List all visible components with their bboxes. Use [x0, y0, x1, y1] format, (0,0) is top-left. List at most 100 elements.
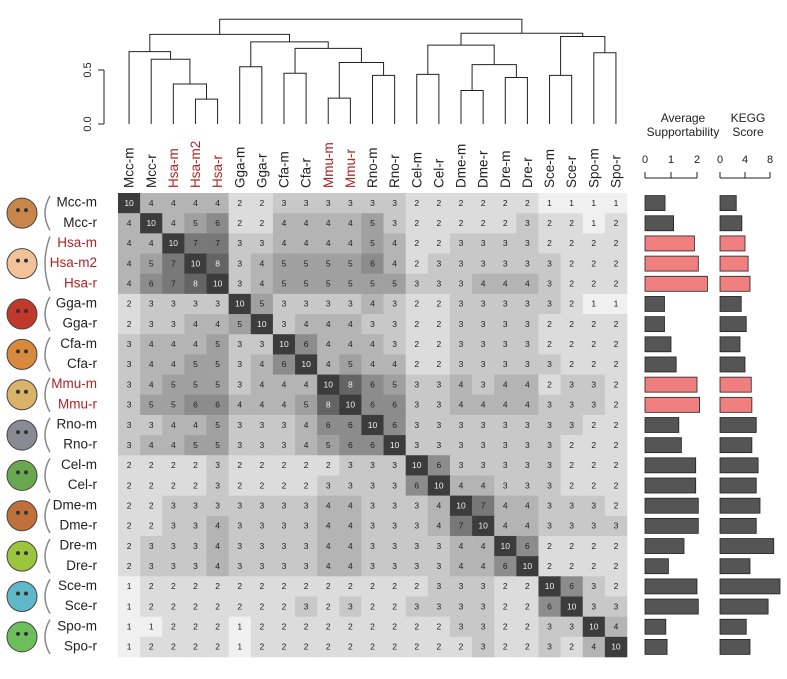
heatmap-cell [295, 374, 318, 396]
heatmap-cell [560, 535, 584, 557]
heatmap-cell [118, 314, 141, 335]
heatmap-cell [494, 253, 517, 274]
cell-value: 3 [503, 359, 508, 369]
species-icon [6, 580, 38, 612]
cell-value: 2 [437, 621, 442, 631]
cell-value: 7 [481, 500, 486, 510]
cell-value: 2 [591, 339, 596, 349]
heatmap-cell [538, 556, 561, 577]
heatmap-cell [295, 334, 318, 355]
heatmap-cell [272, 636, 296, 658]
heatmap-cell [604, 354, 628, 375]
cell-value: 2 [237, 601, 242, 611]
cell-value: 2 [459, 218, 464, 228]
cell-value: 1 [614, 198, 619, 208]
heatmap-cell [162, 435, 185, 456]
cell-value: 3 [348, 601, 353, 611]
heatmap-cell [383, 455, 406, 476]
cell-value: 2 [569, 541, 574, 551]
heatmap-cell [405, 233, 429, 254]
cell-value: 3 [215, 460, 220, 470]
heatmap-cell [140, 273, 163, 295]
heatmap-cell [118, 556, 141, 577]
heatmap-cell [206, 475, 229, 496]
heatmap-cell [272, 435, 296, 456]
heatmap-cell [494, 273, 517, 295]
cell-value: 6 [370, 400, 375, 410]
cell-value: 10 [589, 621, 599, 631]
heatmap-cell [494, 414, 517, 436]
cell-value: 3 [437, 420, 442, 430]
cell-value: 3 [370, 319, 375, 329]
heatmap-cell [449, 535, 473, 557]
cell-value: 2 [127, 480, 132, 490]
heatmap-cell [472, 535, 495, 557]
cell-value: 2 [326, 642, 331, 652]
heatmap-cell [317, 475, 340, 496]
cell-value: 3 [392, 339, 397, 349]
cell-value: 3 [459, 258, 464, 268]
cell-value: 4 [326, 238, 331, 248]
heatmap-cell [272, 314, 296, 335]
heatmap-cell [604, 213, 628, 234]
cell-value: 3 [282, 299, 287, 309]
cell-value: 3 [370, 460, 375, 470]
heatmap-cell [405, 495, 429, 517]
heatmap-cell [383, 435, 406, 456]
cell-value: 4 [481, 480, 486, 490]
heatmap-cell [295, 435, 318, 456]
cell-value: 3 [437, 561, 442, 571]
heatmap-cell [383, 576, 406, 597]
cell-value: 3 [193, 500, 198, 510]
cell-value: 6 [304, 339, 309, 349]
cell-value: 4 [171, 339, 176, 349]
heatmap-cell [472, 293, 495, 315]
cell-value: 2 [525, 621, 530, 631]
cell-value: 10 [169, 238, 179, 248]
cell-value: 3 [591, 379, 596, 389]
cell-value: 2 [149, 642, 154, 652]
heatmap-cell [405, 273, 429, 295]
heatmap-cell [494, 374, 517, 396]
heatmap-cell [162, 213, 185, 234]
heatmap-cell [560, 515, 584, 537]
cell-value: 3 [525, 258, 530, 268]
cell-value: 2 [304, 621, 309, 631]
cell-value: 5 [326, 440, 331, 450]
cell-value: 2 [569, 642, 574, 652]
heatmap-cell [162, 475, 185, 496]
cell-value: 4 [149, 440, 154, 450]
heatmap-cell [295, 193, 318, 214]
heatmap-cell [184, 334, 207, 355]
cell-value: 4 [348, 319, 353, 329]
heatmap-cell [162, 596, 185, 617]
cell-value: 6 [503, 561, 508, 571]
heatmap-cell [206, 414, 229, 436]
dendrogram-link [416, 73, 440, 124]
heatmap-cell [118, 636, 141, 658]
heatmap-cell [118, 535, 141, 557]
species-icon-eye [16, 258, 20, 263]
cell-value: 5 [215, 359, 220, 369]
cell-value: 6 [193, 400, 198, 410]
cell-value: 3 [237, 359, 242, 369]
heatmap-cell [604, 596, 628, 617]
species-icon-eye [24, 430, 28, 435]
cell-value: 2 [569, 299, 574, 309]
cell-value: 3 [459, 601, 464, 611]
heatmap-cell [184, 374, 207, 396]
heatmap-cell [405, 636, 429, 658]
heatmap-cell [383, 314, 406, 335]
heatmap-cell [339, 253, 362, 274]
heatmap-cell [494, 616, 517, 638]
heatmap-cell [427, 233, 451, 254]
cell-value: 5 [215, 420, 220, 430]
heatmap-cell [272, 233, 296, 254]
cell-value: 3 [459, 420, 464, 430]
cell-value: 3 [414, 561, 419, 571]
heatmap-cell [405, 455, 429, 476]
cell-value: 1 [127, 642, 132, 652]
cell-value: 3 [193, 541, 198, 551]
cell-value: 10 [478, 521, 488, 531]
heatmap-cell [560, 394, 584, 416]
